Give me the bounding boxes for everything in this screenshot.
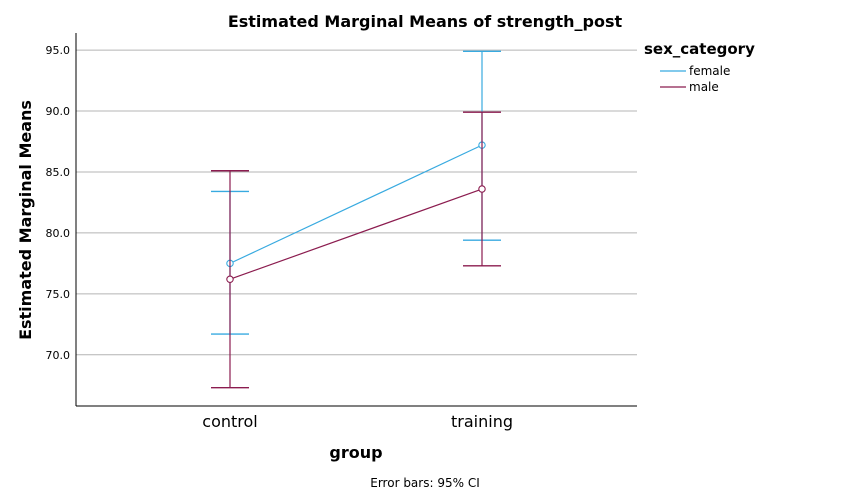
legend: sex_category female male <box>644 40 755 94</box>
y-tick-label: 80.0 <box>46 227 71 240</box>
footnote: Error bars: 95% CI <box>370 476 479 490</box>
gridlines <box>76 49 637 356</box>
y-tick-label: 90.0 <box>46 105 71 118</box>
legend-label: female <box>689 64 730 78</box>
legend-label: male <box>689 80 719 94</box>
axes <box>75 33 637 407</box>
y-axis-title: Estimated Marginal Means <box>16 100 35 340</box>
data-point <box>478 185 486 193</box>
series-female <box>211 50 501 335</box>
series-line <box>229 188 483 280</box>
series-line <box>229 144 483 264</box>
y-tick-label: 70.0 <box>46 349 71 362</box>
y-tick-label: 75.0 <box>46 288 71 301</box>
legend-title: sex_category <box>644 40 755 58</box>
data-point <box>226 275 234 283</box>
series-group <box>211 50 501 389</box>
y-tick-labels: 70.0 75.0 80.0 85.0 90.0 95.0 <box>46 44 71 362</box>
chart-title: Estimated Marginal Means of strength_pos… <box>228 12 623 31</box>
y-tick-label: 95.0 <box>46 44 71 57</box>
x-tick-label: control <box>202 412 257 431</box>
x-tick-labels: control training <box>202 412 513 431</box>
y-tick-label: 85.0 <box>46 166 71 179</box>
x-tick-label: training <box>451 412 513 431</box>
series-male <box>211 111 501 389</box>
x-axis-title: group <box>329 443 382 462</box>
